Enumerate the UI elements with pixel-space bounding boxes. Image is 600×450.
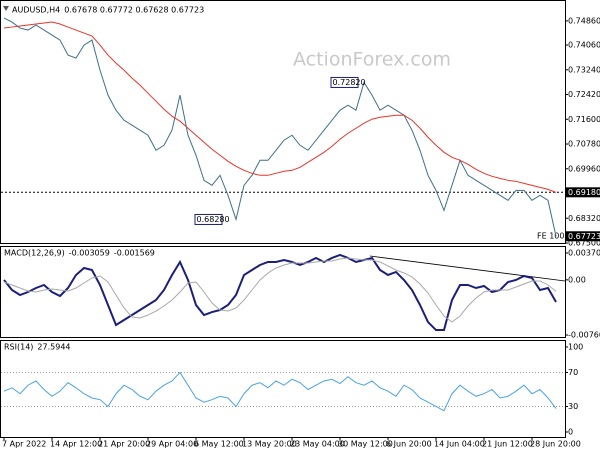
x-tick-label: 6 May 12:00 <box>194 440 244 449</box>
macd-panel <box>0 246 566 338</box>
rsi-panel <box>0 340 566 438</box>
y-tick-label: 0.71600 <box>568 115 600 124</box>
series-line <box>3 371 557 412</box>
symbol-icon <box>3 6 9 11</box>
level-label: 0.69180 <box>568 188 600 197</box>
y-tick-label: 100 <box>568 342 583 351</box>
x-tick-label: 21 Apr 20:00 <box>98 440 150 449</box>
panel-value: 27.5944 <box>37 343 70 352</box>
y-tick-label: 30 <box>568 402 578 411</box>
series-line <box>3 257 557 323</box>
annotation-label: 0.72820 <box>333 78 366 87</box>
y-tick-label: 0.72420 <box>568 90 600 99</box>
x-tick-label: 30 May 12:00 <box>338 440 393 449</box>
x-tick-label: 23 May 04:00 <box>290 440 345 449</box>
y-tick-label: 0.73240 <box>568 65 600 74</box>
annotation-box <box>330 76 359 88</box>
price-panel <box>0 0 566 244</box>
y-tick-label: 0.74860 <box>568 16 600 25</box>
y-tick-label: 70 <box>568 368 578 377</box>
y-tick-label: 0.74060 <box>568 41 600 50</box>
x-tick-label: 6 Jun 20:00 <box>386 440 432 449</box>
level-label-box <box>566 187 600 198</box>
x-tick-label: 7 Apr 2022 <box>2 440 46 449</box>
trend-line <box>369 255 566 282</box>
y-tick-label: 0.003707 <box>568 248 600 257</box>
x-tick-label: 14 Jun 04:00 <box>434 440 485 449</box>
x-tick-label: 14 Apr 12:00 <box>50 440 102 449</box>
panel-title: MACD(12,26,9) <box>4 249 65 258</box>
y-tick-label: 0.70780 <box>568 140 600 149</box>
annotation-label: 0.68280 <box>197 215 230 224</box>
series-line <box>3 17 557 237</box>
fe-note: FE 100.0 <box>537 232 572 241</box>
y-tick-label: -0.007608 <box>568 331 600 340</box>
y-tick-label: 0.68320 <box>568 214 600 223</box>
y-tick-label: 0 <box>568 427 573 436</box>
last-price-box <box>566 231 600 242</box>
panel-title: RSI(14) <box>4 343 33 352</box>
y-tick-label: 0.00 <box>568 275 586 284</box>
x-tick-label: 29 Apr 04:00 <box>146 440 198 449</box>
x-tick-label: 21 Jun 12:00 <box>482 440 533 449</box>
watermark: ActionForex.com <box>293 49 451 71</box>
panel-title: AUDUSD,H4 <box>12 6 60 15</box>
panel-value: -0.001569 <box>114 249 155 258</box>
panel-values: 0.67678 0.67772 0.67628 0.67723 <box>64 6 204 15</box>
y-tick-label: 0.69960 <box>568 164 600 173</box>
x-tick-label: 28 Jun 20:00 <box>530 440 581 449</box>
panel-value: -0.003059 <box>69 249 110 258</box>
last-price-label: 0.67723 <box>568 232 600 241</box>
x-tick-label: 13 May 20:00 <box>242 440 297 449</box>
series-line <box>3 21 557 193</box>
y-tick-label: 0.67500 <box>568 239 600 248</box>
annotation-box <box>194 213 223 225</box>
